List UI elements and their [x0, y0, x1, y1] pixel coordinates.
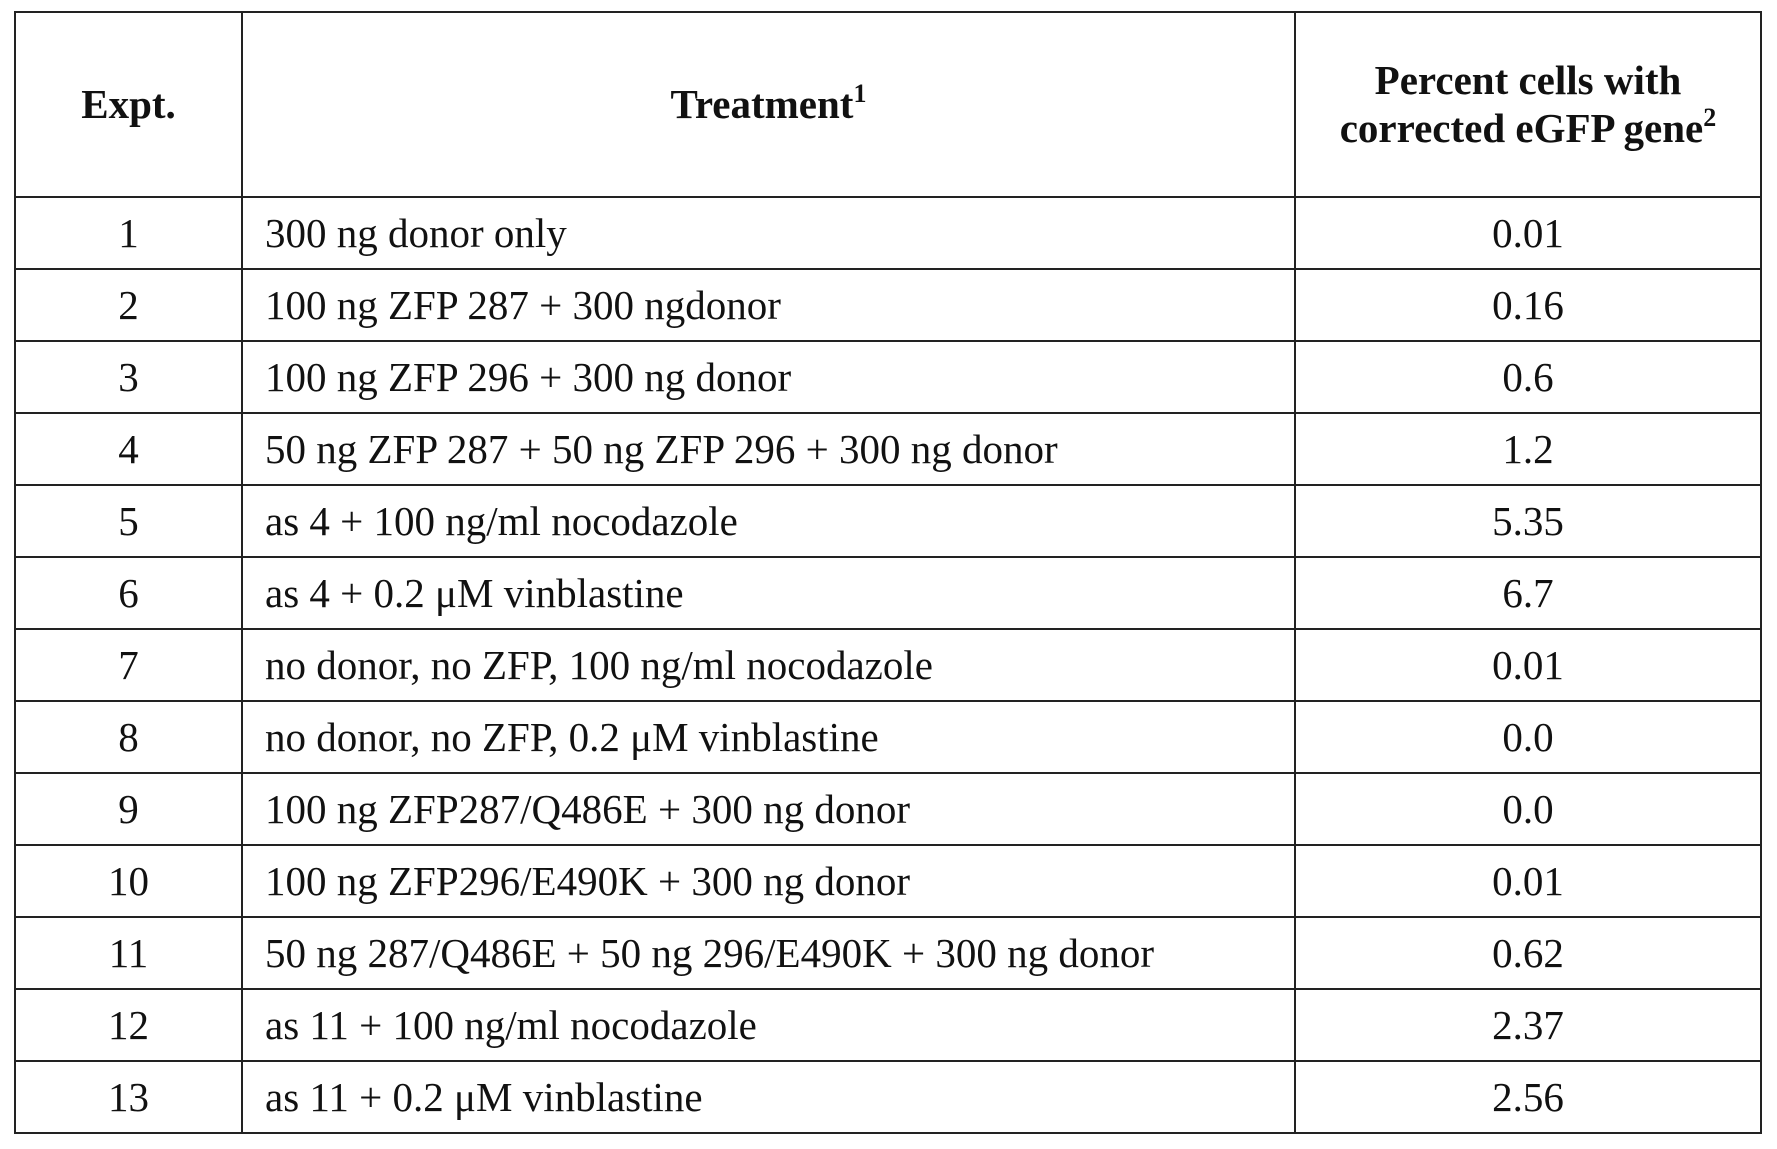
- table-cell: 6.7: [1295, 557, 1761, 629]
- table-cell: 50 ng ZFP 287 + 50 ng ZFP 296 + 300 ng d…: [242, 413, 1295, 485]
- table-row: 6as 4 + 0.2 μM vinblastine6.7: [15, 557, 1761, 629]
- table-row: 2100 ng ZFP 287 + 300 ngdonor0.16: [15, 269, 1761, 341]
- table-cell: 3: [15, 341, 242, 413]
- table-cell: 1: [15, 197, 242, 269]
- header-text: Treatment: [671, 81, 854, 127]
- table-cell: 4: [15, 413, 242, 485]
- table-cell: 0.62: [1295, 917, 1761, 989]
- table-cell: 0.0: [1295, 701, 1761, 773]
- table-cell: 12: [15, 989, 242, 1061]
- table-row: 12as 11 + 100 ng/ml nocodazole2.37: [15, 989, 1761, 1061]
- table-cell: no donor, no ZFP, 100 ng/ml nocodazole: [242, 629, 1295, 701]
- table-cell: 2.37: [1295, 989, 1761, 1061]
- footnote-mark: 2: [1703, 103, 1716, 132]
- table-cell: as 11 + 0.2 μM vinblastine: [242, 1061, 1295, 1133]
- table-cell: 0.01: [1295, 197, 1761, 269]
- table-cell: 11: [15, 917, 242, 989]
- table-row: 8no donor, no ZFP, 0.2 μM vinblastine0.0: [15, 701, 1761, 773]
- table-cell: 8: [15, 701, 242, 773]
- table-cell: 5: [15, 485, 242, 557]
- table-cell: as 4 + 0.2 μM vinblastine: [242, 557, 1295, 629]
- table-cell: as 11 + 100 ng/ml nocodazole: [242, 989, 1295, 1061]
- table-body: 1300 ng donor only0.012100 ng ZFP 287 + …: [15, 197, 1761, 1133]
- table-row: 13as 11 + 0.2 μM vinblastine2.56: [15, 1061, 1761, 1133]
- table-row: 5as 4 + 100 ng/ml nocodazole5.35: [15, 485, 1761, 557]
- table-cell: 100 ng ZFP 296 + 300 ng donor: [242, 341, 1295, 413]
- table-cell: 0.6: [1295, 341, 1761, 413]
- table-row: 10100 ng ZFP296/E490K + 300 ng donor0.01: [15, 845, 1761, 917]
- table-cell: 10: [15, 845, 242, 917]
- table-cell: 1.2: [1295, 413, 1761, 485]
- table-row: 9100 ng ZFP287/Q486E + 300 ng donor0.0: [15, 773, 1761, 845]
- table-cell: 13: [15, 1061, 242, 1133]
- table-cell: 2.56: [1295, 1061, 1761, 1133]
- header-text: Percent cells with corrected eGFP gene: [1340, 57, 1704, 150]
- table-cell: as 4 + 100 ng/ml nocodazole: [242, 485, 1295, 557]
- table-row: 7no donor, no ZFP, 100 ng/ml nocodazole0…: [15, 629, 1761, 701]
- table-cell: 100 ng ZFP296/E490K + 300 ng donor: [242, 845, 1295, 917]
- table-cell: 300 ng donor only: [242, 197, 1295, 269]
- table-row: 3100 ng ZFP 296 + 300 ng donor0.6: [15, 341, 1761, 413]
- results-table: Expt. Treatment1 Percent cells with corr…: [14, 11, 1762, 1134]
- table-cell: 2: [15, 269, 242, 341]
- table-cell: 0.0: [1295, 773, 1761, 845]
- table-cell: 50 ng 287/Q486E + 50 ng 296/E490K + 300 …: [242, 917, 1295, 989]
- table-cell: 0.01: [1295, 629, 1761, 701]
- table-cell: 0.01: [1295, 845, 1761, 917]
- table-cell: 9: [15, 773, 242, 845]
- footnote-mark: 1: [853, 79, 866, 108]
- table-row: 1300 ng donor only0.01: [15, 197, 1761, 269]
- table-row: 1150 ng 287/Q486E + 50 ng 296/E490K + 30…: [15, 917, 1761, 989]
- header-cell: Treatment1: [242, 12, 1295, 197]
- table-row: 450 ng ZFP 287 + 50 ng ZFP 296 + 300 ng …: [15, 413, 1761, 485]
- table-cell: 100 ng ZFP287/Q486E + 300 ng donor: [242, 773, 1295, 845]
- table-cell: 5.35: [1295, 485, 1761, 557]
- table-cell: 6: [15, 557, 242, 629]
- header-row: Expt. Treatment1 Percent cells with corr…: [15, 12, 1761, 197]
- header-text: Expt.: [81, 81, 176, 127]
- table-cell: 7: [15, 629, 242, 701]
- table-cell: 100 ng ZFP 287 + 300 ngdonor: [242, 269, 1295, 341]
- table-cell: no donor, no ZFP, 0.2 μM vinblastine: [242, 701, 1295, 773]
- table-cell: 0.16: [1295, 269, 1761, 341]
- header-cell: Percent cells with corrected eGFP gene2: [1295, 12, 1761, 197]
- header-cell: Expt.: [15, 12, 242, 197]
